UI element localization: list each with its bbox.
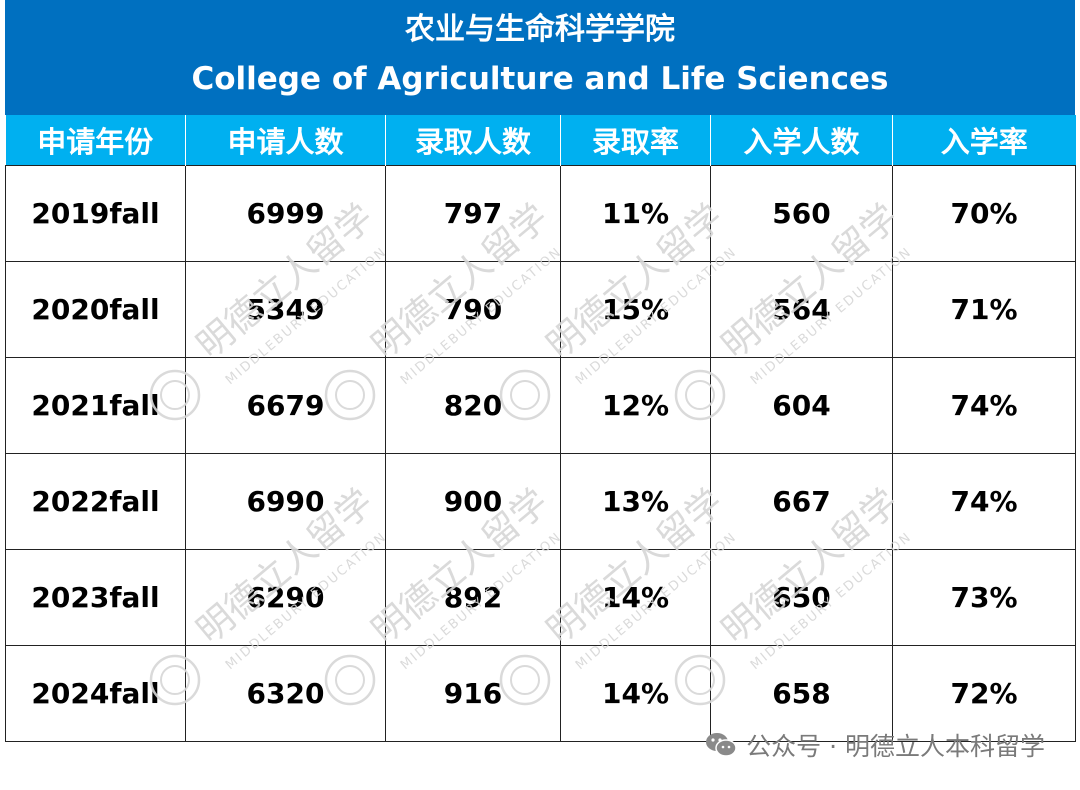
header-enrolled: 入学人数 (710, 115, 893, 166)
header-admitted: 录取人数 (385, 115, 561, 166)
cell-admit-rate: 11% (560, 165, 711, 262)
cell-year: 2021fall (5, 357, 186, 454)
cell-applicants: 6320 (185, 645, 386, 742)
cell-year: 2022fall (5, 453, 186, 550)
cell-enrolled: 564 (710, 261, 893, 358)
cell-enrolled: 658 (710, 645, 893, 742)
title-english: College of Agriculture and Life Sciences (191, 61, 889, 97)
cell-applicants: 6999 (185, 165, 386, 262)
admissions-table: 申请年份 申请人数 录取人数 录取率 入学人数 入学率 2019fall 699… (5, 115, 1076, 742)
header-application-year: 申请年份 (5, 115, 186, 166)
table-row: 2020fall 5349 790 15% 564 71% (5, 261, 1076, 358)
cell-year: 2019fall (5, 165, 186, 262)
cell-admit-rate: 15% (560, 261, 711, 358)
cell-enrolled: 650 (710, 549, 893, 646)
cell-admitted: 892 (385, 549, 561, 646)
title-chinese: 农业与生命科学学院 (405, 12, 675, 47)
header-applicants: 申请人数 (185, 115, 386, 166)
cell-admitted: 900 (385, 453, 561, 550)
cell-admitted: 790 (385, 261, 561, 358)
table-row: 2021fall 6679 820 12% 604 74% (5, 357, 1076, 454)
footer-credit: 公众号 · 明德立人本科留学 (704, 727, 1045, 763)
cell-admitted: 916 (385, 645, 561, 742)
cell-applicants: 6679 (185, 357, 386, 454)
cell-year: 2023fall (5, 549, 186, 646)
cell-yield-rate: 72% (892, 645, 1076, 742)
wechat-icon (706, 733, 737, 757)
table-row: 2022fall 6990 900 13% 667 74% (5, 453, 1076, 550)
table-row: 2019fall 6999 797 11% 560 70% (5, 165, 1076, 262)
table-row: 2023fall 6290 892 14% 650 73% (5, 549, 1076, 646)
cell-enrolled: 667 (710, 453, 893, 550)
cell-enrolled: 560 (710, 165, 893, 262)
cell-yield-rate: 73% (892, 549, 1076, 646)
cell-admit-rate: 14% (560, 645, 711, 742)
title-banner: 农业与生命科学学院 College of Agriculture and Lif… (5, 0, 1075, 115)
cell-admitted: 820 (385, 357, 561, 454)
cell-yield-rate: 74% (892, 357, 1076, 454)
cell-yield-rate: 71% (892, 261, 1076, 358)
cell-admitted: 797 (385, 165, 561, 262)
cell-applicants: 6290 (185, 549, 386, 646)
cell-applicants: 5349 (185, 261, 386, 358)
cell-enrolled: 604 (710, 357, 893, 454)
cell-yield-rate: 74% (892, 453, 1076, 550)
header-yield-rate: 入学率 (892, 115, 1076, 166)
table-header-row: 申请年份 申请人数 录取人数 录取率 入学人数 入学率 (5, 115, 1076, 166)
footer-text: 公众号 · 明德立人本科留学 (746, 732, 1045, 761)
cell-applicants: 6990 (185, 453, 386, 550)
cell-year: 2024fall (5, 645, 186, 742)
cell-yield-rate: 70% (892, 165, 1076, 262)
cell-admit-rate: 13% (560, 453, 711, 550)
cell-year: 2020fall (5, 261, 186, 358)
cell-admit-rate: 14% (560, 549, 711, 646)
cell-admit-rate: 12% (560, 357, 711, 454)
header-admit-rate: 录取率 (560, 115, 711, 166)
